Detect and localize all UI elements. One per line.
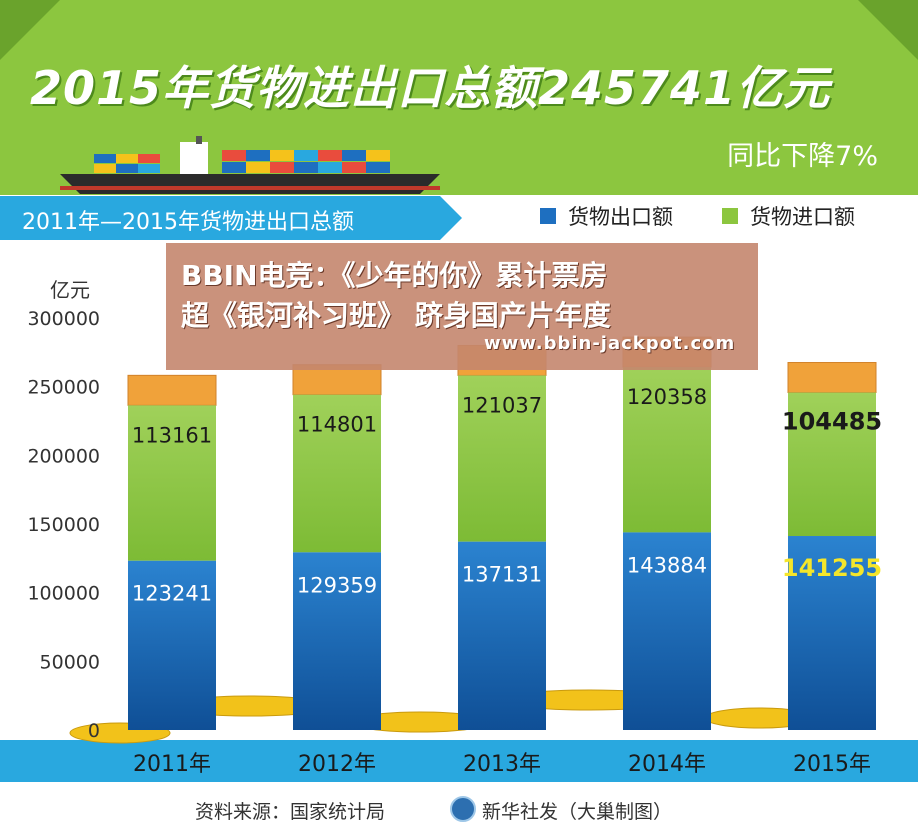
legend-item-import: 货物进口额 bbox=[722, 203, 855, 229]
x-tick-label: 2012年 bbox=[298, 752, 376, 777]
bar-label-export: 141255 bbox=[782, 554, 882, 582]
bar-import bbox=[128, 405, 216, 561]
bar-export bbox=[788, 536, 876, 730]
watermark-overlay bbox=[166, 243, 758, 370]
bar-import bbox=[788, 392, 876, 537]
overlay-url: www.bbin-jackpot.com bbox=[484, 333, 736, 354]
bar-label-import: 121037 bbox=[462, 393, 542, 417]
coin-stack-icon bbox=[787, 362, 877, 394]
section-title-bar-tip bbox=[440, 196, 462, 240]
bar-export bbox=[293, 552, 381, 730]
bar-label-import: 113161 bbox=[132, 423, 212, 447]
xinhua-logo-icon bbox=[450, 796, 476, 822]
chart-subtitle: 同比下降7% bbox=[727, 141, 878, 172]
bar-label-export: 129359 bbox=[297, 573, 377, 597]
bar-export bbox=[458, 541, 546, 730]
bar-import bbox=[623, 367, 711, 533]
x-tick-label: 2011年 bbox=[133, 752, 211, 777]
cargo-ship-icon bbox=[60, 136, 440, 194]
bar-label-import: 114801 bbox=[297, 413, 377, 437]
y-tick-label: 200000 bbox=[27, 445, 100, 467]
legend-item-export: 货物出口额 bbox=[540, 203, 673, 229]
bar-label-import: 120358 bbox=[627, 385, 707, 409]
x-tick-label: 2015年 bbox=[793, 752, 871, 777]
bar-import bbox=[458, 375, 546, 542]
legend-swatch-import bbox=[722, 208, 738, 224]
y-tick-label: 50000 bbox=[40, 651, 100, 673]
y-tick-label: 150000 bbox=[27, 514, 100, 536]
legend-label-import: 货物进口额 bbox=[750, 205, 855, 229]
y-tick-label: 100000 bbox=[27, 583, 100, 605]
overlay-text-line-1: BBIN电竞：《少年的你》累计票房 bbox=[181, 259, 608, 292]
chart-title: 2015年货物进出口总额245741亿元 bbox=[30, 61, 831, 115]
data-source: 资料来源：国家统计局 bbox=[195, 801, 386, 823]
corner-decoration-left bbox=[0, 0, 60, 60]
coin-stack-icon bbox=[127, 374, 217, 406]
x-axis-band bbox=[0, 740, 918, 782]
section-title-bar bbox=[0, 196, 440, 240]
x-tick-label: 2013年 bbox=[463, 752, 541, 777]
bar-import bbox=[293, 394, 381, 553]
x-tick-label: 2014年 bbox=[628, 752, 706, 777]
legend-label-export: 货物出口额 bbox=[568, 205, 673, 229]
overlay-text-line-2: 超《银河补习班》 跻身国产片年度 bbox=[181, 299, 611, 332]
y-axis-label: 亿元 bbox=[50, 278, 90, 302]
bar-label-export: 137131 bbox=[462, 563, 542, 587]
bar-label-export: 123241 bbox=[132, 582, 212, 606]
section-title: 2011年—2015年货物进出口总额 bbox=[22, 210, 354, 235]
bar-label-export: 143884 bbox=[627, 553, 707, 577]
y-tick-label: 0 bbox=[88, 720, 100, 742]
y-tick-label: 300000 bbox=[27, 308, 100, 330]
image-credit: 新华社发（大巢制图） bbox=[482, 801, 673, 823]
y-tick-label: 250000 bbox=[27, 377, 100, 399]
corner-decoration-right bbox=[858, 0, 918, 60]
bar-export bbox=[623, 532, 711, 730]
legend-swatch-export bbox=[540, 208, 556, 224]
bar-label-import: 104485 bbox=[782, 408, 882, 436]
bar-export bbox=[128, 560, 216, 730]
